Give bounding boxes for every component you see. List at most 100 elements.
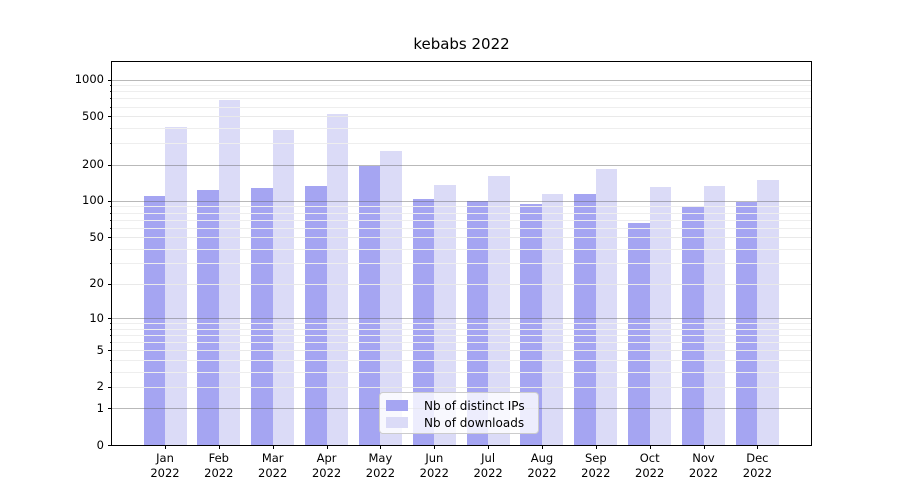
y-minor-tick-300 — [109, 143, 112, 145]
gridline-2 — [112, 386, 811, 388]
y-minor-tick-9 — [109, 323, 112, 325]
y-minor-tick-60 — [109, 227, 112, 229]
y-tick-label-5: 5 — [96, 342, 104, 357]
y-minor-tick-40 — [109, 248, 112, 250]
y-tick-label-500: 500 — [82, 108, 104, 123]
x-tick-mark-mar — [272, 445, 274, 449]
bar-distinct-ips-oct — [628, 223, 650, 445]
gridline-20 — [112, 283, 811, 285]
bar-downloads-feb — [218, 99, 241, 445]
x-tick-label-dec: Dec 2022 — [727, 451, 787, 481]
legend-label-distinct-ips: Nb of distinct IPs — [424, 398, 525, 413]
x-tick-mark-jun — [434, 445, 436, 449]
minor-gridline-90 — [112, 206, 811, 208]
bar-distinct-ips-mar — [251, 187, 273, 445]
x-tick-year: 2022 — [688, 466, 719, 480]
x-tick-mark-sep — [595, 445, 597, 449]
x-tick-year: 2022 — [473, 466, 503, 480]
x-tick-year: 2022 — [365, 466, 396, 480]
x-tick-year: 2022 — [419, 466, 449, 480]
x-tick-year: 2022 — [527, 466, 557, 480]
x-tick-month: Feb — [208, 451, 229, 465]
y-minor-tick-30 — [109, 263, 112, 265]
minor-gridline-70 — [112, 219, 811, 221]
bar-distinct-ips-jul — [466, 200, 489, 445]
x-tick-month: Mar — [261, 451, 284, 465]
gridline-200 — [112, 164, 811, 166]
bar-downloads-sep — [595, 169, 618, 445]
x-tick-mark-dec — [757, 445, 759, 449]
y-tick-mark-2 — [108, 386, 112, 388]
y-tick-mark-0 — [108, 445, 112, 446]
x-tick-month: Nov — [692, 451, 715, 465]
gridline-10 — [112, 318, 811, 320]
x-tick-label-oct: Oct 2022 — [620, 451, 680, 481]
x-tick-year: 2022 — [258, 466, 288, 480]
bar-distinct-ips-nov — [682, 205, 704, 445]
y-tick-label-200: 200 — [82, 157, 104, 171]
y-tick-label-1: 1 — [96, 400, 104, 415]
gridline-100 — [112, 200, 811, 202]
minor-gridline-3 — [112, 371, 811, 373]
minor-gridline-30 — [112, 263, 811, 265]
y-tick-label-20: 20 — [89, 276, 104, 291]
y-tick-label-50: 50 — [89, 229, 104, 244]
x-tick-year: 2022 — [204, 466, 234, 480]
bar-downloads-nov — [703, 185, 725, 445]
bar-distinct-ips-apr — [305, 185, 327, 445]
x-tick-month: Jul — [481, 451, 496, 465]
legend-label-downloads: Nb of downloads — [424, 415, 525, 430]
bar-distinct-ips-sep — [574, 193, 596, 445]
y-minor-tick-90 — [109, 206, 112, 208]
left-spine — [111, 61, 112, 446]
bar-downloads-jul — [488, 175, 510, 445]
x-tick-label-apr: Apr 2022 — [297, 451, 357, 481]
y-tick-label-1000: 1000 — [74, 72, 104, 86]
x-tick-label-feb: Feb 2022 — [189, 451, 249, 481]
minor-gridline-9 — [112, 323, 811, 325]
y-minor-tick-6 — [109, 342, 112, 344]
y-minor-tick-400 — [109, 127, 112, 129]
bar-distinct-ips-jun — [412, 199, 435, 445]
legend-swatch-distinct-ips — [386, 400, 408, 411]
x-tick-mark-may — [380, 445, 382, 449]
y-minor-tick-4 — [109, 359, 112, 361]
bar-distinct-ips-feb — [197, 190, 219, 445]
y-tick-mark-200 — [108, 164, 112, 166]
legend: Nb of distinct IPs Nb of downloads — [379, 392, 539, 434]
x-tick-mark-apr — [326, 445, 328, 449]
y-tick-mark-500 — [108, 116, 112, 118]
minor-gridline-7 — [112, 335, 811, 336]
y-tick-mark-20 — [108, 283, 112, 285]
bar-distinct-ips-may — [358, 166, 381, 445]
x-tick-year: 2022 — [635, 466, 665, 480]
y-tick-mark-1 — [108, 408, 112, 410]
x-tick-month: Aug — [530, 451, 554, 465]
y-minor-tick-80 — [109, 212, 112, 214]
minor-gridline-4 — [112, 359, 811, 361]
y-tick-mark-100 — [108, 200, 112, 202]
x-tick-label-jun: Jun 2022 — [404, 451, 464, 481]
chart-title: kebabs 2022 — [413, 35, 510, 53]
x-tick-month: Apr — [316, 451, 337, 465]
bar-downloads-oct — [649, 187, 672, 445]
minor-gridline-800 — [112, 91, 811, 93]
legend-swatch-downloads — [386, 417, 408, 428]
x-tick-mark-feb — [218, 445, 220, 449]
y-tick-mark-1000 — [108, 79, 112, 81]
y-tick-label-0: 0 — [96, 437, 104, 452]
x-tick-label-sep: Sep 2022 — [566, 451, 626, 481]
top-spine — [111, 61, 812, 62]
x-tick-month: Jan — [156, 451, 174, 465]
bar-downloads-mar — [272, 129, 295, 445]
x-tick-label-mar: Mar 2022 — [243, 451, 303, 481]
y-minor-tick-800 — [109, 91, 112, 93]
minor-gridline-8 — [112, 328, 811, 330]
x-tick-month: Sep — [584, 451, 607, 465]
y-minor-tick-8 — [109, 328, 112, 330]
gridline-50 — [112, 237, 811, 238]
bar-downloads-jun — [434, 185, 456, 445]
right-spine — [811, 61, 812, 446]
y-minor-tick-70 — [109, 219, 112, 221]
x-tick-year: 2022 — [742, 466, 773, 480]
